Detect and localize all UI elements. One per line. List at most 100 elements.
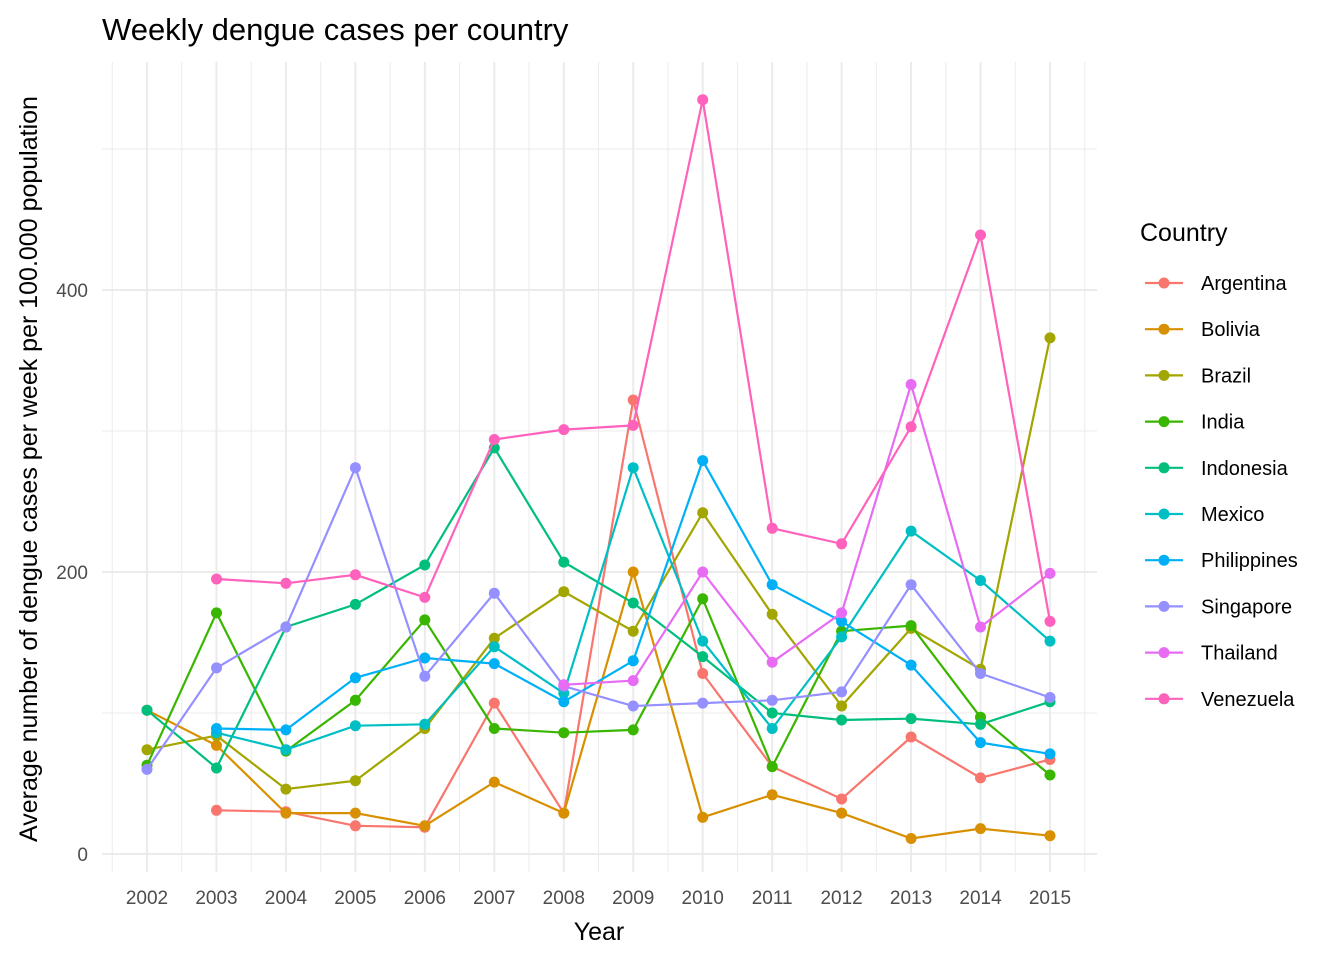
data-point-indonesia xyxy=(697,651,709,663)
data-point-singapore xyxy=(836,686,848,698)
data-point-philippines xyxy=(211,723,222,734)
data-point-argentina xyxy=(836,793,848,805)
data-point-venezuela xyxy=(211,573,222,585)
data-point-india xyxy=(697,593,709,605)
data-point-mexico xyxy=(836,631,848,643)
legend-item-singapore: Singapore xyxy=(1145,596,1292,618)
legend-key-point xyxy=(1158,462,1170,474)
data-point-mexico xyxy=(349,720,361,732)
x-tick-label: 2014 xyxy=(959,888,1002,909)
data-point-thailand xyxy=(558,679,570,691)
data-point-philippines xyxy=(1044,748,1056,760)
legend-item-brazil: Brazil xyxy=(1145,365,1251,387)
legend-item-thailand: Thailand xyxy=(1145,643,1278,665)
data-point-brazil xyxy=(836,700,848,712)
x-tick-label: 2005 xyxy=(334,888,376,909)
series-venezuela xyxy=(211,94,1056,627)
x-tick-label: 2015 xyxy=(1029,888,1071,909)
series-singapore xyxy=(141,462,1056,775)
data-point-mexico xyxy=(1044,635,1056,647)
grid xyxy=(102,62,1097,872)
data-point-thailand xyxy=(905,379,917,390)
data-point-mexico xyxy=(766,723,778,734)
data-point-philippines xyxy=(697,455,709,467)
data-point-bolivia xyxy=(558,807,570,819)
data-point-thailand xyxy=(836,607,848,619)
data-point-bolivia xyxy=(766,789,778,801)
data-point-singapore xyxy=(488,587,500,599)
data-point-mexico xyxy=(905,525,917,537)
legend-label: Venezuela xyxy=(1201,689,1295,711)
data-point-bolivia xyxy=(280,807,292,819)
legend-key-point xyxy=(1158,600,1170,612)
data-point-venezuela xyxy=(766,522,778,534)
series-layer xyxy=(141,94,1056,844)
data-point-singapore xyxy=(766,694,778,706)
series-line-thailand xyxy=(563,380,1051,686)
data-point-mexico xyxy=(280,744,292,756)
series-line-singapore xyxy=(146,464,1051,771)
data-point-argentina xyxy=(627,394,639,406)
data-point-india xyxy=(627,724,639,736)
data-point-argentina xyxy=(975,772,986,784)
legend-label: Singapore xyxy=(1201,596,1292,618)
data-point-singapore xyxy=(280,621,292,633)
legend-key-point xyxy=(1158,554,1170,566)
data-point-philippines xyxy=(627,655,639,667)
data-point-mexico xyxy=(419,718,431,730)
data-point-indonesia xyxy=(419,559,431,571)
x-tick-label: 2010 xyxy=(682,888,724,909)
x-tick-label: 2008 xyxy=(543,888,585,909)
data-point-venezuela xyxy=(349,569,361,581)
data-point-india xyxy=(766,761,778,773)
data-point-venezuela xyxy=(280,577,292,589)
data-point-india xyxy=(419,614,431,626)
y-axis-title: Average number of dengue cases per week … xyxy=(15,96,43,842)
series-mexico xyxy=(211,462,1056,756)
y-tick-label: 0 xyxy=(77,845,88,866)
data-point-venezuela xyxy=(558,424,570,436)
data-point-singapore xyxy=(419,670,431,682)
data-point-bolivia xyxy=(211,739,222,751)
data-point-indonesia xyxy=(141,704,153,716)
legend-label: Bolivia xyxy=(1201,319,1261,341)
data-point-philippines xyxy=(766,579,778,591)
data-point-venezuela xyxy=(627,419,639,431)
data-point-philippines xyxy=(349,672,361,684)
data-point-india xyxy=(349,694,361,706)
legend-item-indonesia: Indonesia xyxy=(1145,458,1289,480)
legend-label: India xyxy=(1201,412,1245,434)
data-point-indonesia xyxy=(349,598,361,610)
data-point-philippines xyxy=(975,737,986,749)
data-point-brazil xyxy=(697,507,709,519)
data-point-indonesia xyxy=(558,556,570,568)
data-point-brazil xyxy=(1044,332,1056,344)
legend-label: Argentina xyxy=(1201,273,1287,295)
data-point-thailand xyxy=(1044,567,1056,579)
data-point-brazil xyxy=(349,775,361,787)
legend-title: Country xyxy=(1140,219,1228,247)
data-point-brazil xyxy=(627,625,639,637)
x-axis-title: Year xyxy=(574,918,625,946)
data-point-singapore xyxy=(975,668,986,679)
legend-label: Mexico xyxy=(1201,504,1264,526)
data-point-indonesia xyxy=(905,713,917,725)
legend-item-venezuela: Venezuela xyxy=(1145,689,1295,711)
data-point-mexico xyxy=(697,635,709,647)
data-point-venezuela xyxy=(836,538,848,550)
series-indonesia xyxy=(141,442,1056,774)
legend-key-point xyxy=(1158,647,1170,659)
data-point-philippines xyxy=(836,615,848,627)
legend-key-point xyxy=(1158,277,1170,289)
legend-item-mexico: Mexico xyxy=(1145,504,1264,526)
data-point-thailand xyxy=(975,621,986,633)
data-point-india xyxy=(1044,769,1056,781)
data-point-thailand xyxy=(697,566,709,578)
data-point-singapore xyxy=(349,462,361,474)
data-point-india xyxy=(211,607,222,619)
data-point-thailand xyxy=(766,656,778,668)
y-tick-label: 200 xyxy=(56,563,88,584)
data-point-argentina xyxy=(905,731,917,743)
series-line-brazil xyxy=(146,337,1052,791)
